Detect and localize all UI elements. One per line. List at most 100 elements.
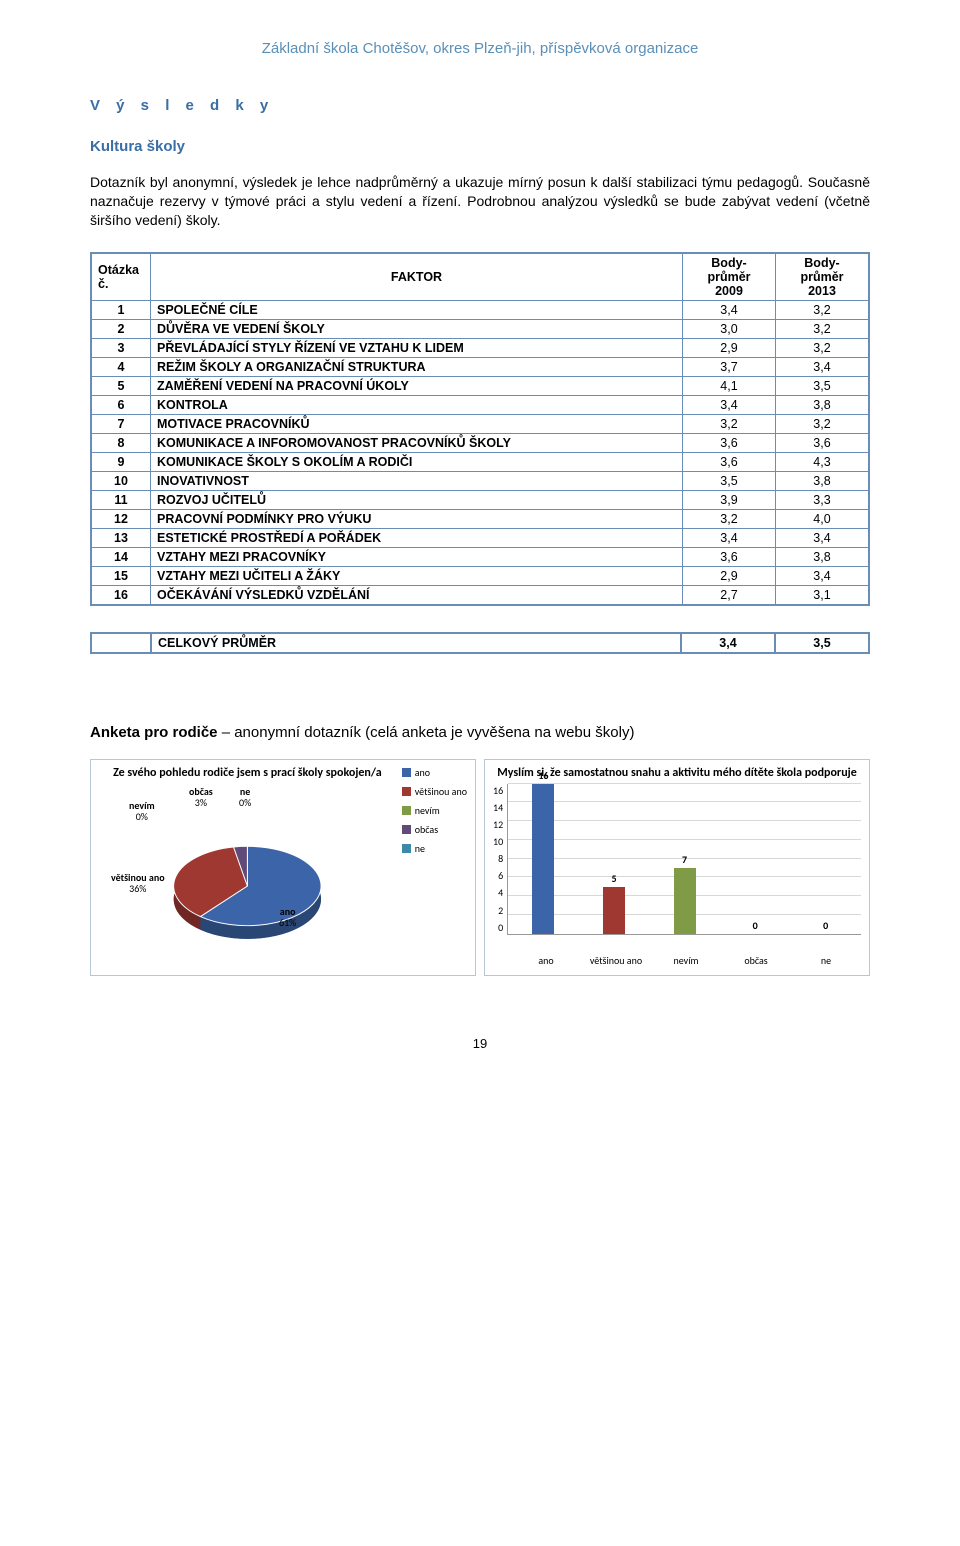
cell-factor: OČEKÁVÁNÍ VÝSLEDKŮ VZDĚLÁNÍ — [151, 585, 683, 605]
cell-idx: 16 — [91, 585, 151, 605]
factor-table: Otázka č.FAKTORBody-průměr2009Body-průmě… — [90, 252, 870, 606]
cell-idx: 12 — [91, 509, 151, 528]
cell-2009: 2,9 — [683, 566, 776, 585]
page-number: 19 — [90, 1036, 870, 1051]
pie-slice-label: ano61% — [279, 906, 296, 928]
cell-factor: REŽIM ŠKOLY A ORGANIZAČNÍ STRUKTURA — [151, 357, 683, 376]
legend-label: většinou ano — [415, 785, 467, 798]
cell-factor: KOMUNIKACE ŠKOLY S OKOLÍM A RODIČI — [151, 452, 683, 471]
bar-value-label: 16 — [523, 769, 563, 782]
cell-2009: 3,6 — [683, 547, 776, 566]
legend-label: nevím — [415, 804, 440, 817]
y-tick: 2 — [498, 904, 503, 917]
cell-2009: 3,5 — [683, 471, 776, 490]
y-tick: 12 — [493, 818, 503, 831]
cell-idx: 15 — [91, 566, 151, 585]
cell-2013: 3,2 — [776, 300, 870, 319]
cell-idx: 13 — [91, 528, 151, 547]
cell-2009: 2,7 — [683, 585, 776, 605]
cell-2009: 3,9 — [683, 490, 776, 509]
anketa-bold: Anketa pro rodiče — [90, 724, 218, 741]
page-header: Základní škola Chotěšov, okres Plzeň-jih… — [90, 40, 870, 57]
cell-idx: 4 — [91, 357, 151, 376]
x-tick: občas — [721, 954, 791, 967]
y-tick: 0 — [498, 921, 503, 934]
pie-slice-label: ne0% — [239, 786, 251, 808]
cell-2009: 2,9 — [683, 338, 776, 357]
cell-factor: PRACOVNÍ PODMÍNKY PRO VÝUKU — [151, 509, 683, 528]
x-tick: ne — [791, 954, 861, 967]
table-row: 12PRACOVNÍ PODMÍNKY PRO VÝUKU3,24,0 — [91, 509, 869, 528]
cell-idx: 14 — [91, 547, 151, 566]
y-tick: 16 — [493, 784, 503, 797]
cell-2013: 3,5 — [776, 376, 870, 395]
cell-factor: VZTAHY MEZI UČITELI A ŽÁKY — [151, 566, 683, 585]
summary-table: CELKOVÝ PRŮMĚR 3,4 3,5 — [90, 632, 870, 654]
cell-idx: 1 — [91, 300, 151, 319]
cell-2009: 3,2 — [683, 509, 776, 528]
table-row: 7MOTIVACE PRACOVNÍKŮ3,23,2 — [91, 414, 869, 433]
cell-idx: 3 — [91, 338, 151, 357]
cell-2009: 4,1 — [683, 376, 776, 395]
bar — [603, 887, 625, 934]
x-tick: nevím — [651, 954, 721, 967]
cell-factor: PŘEVLÁDAJÍCÍ STYLY ŘÍZENÍ VE VZTAHU K LI… — [151, 338, 683, 357]
y-tick: 14 — [493, 801, 503, 814]
cell-idx: 7 — [91, 414, 151, 433]
cell-factor: INOVATIVNOST — [151, 471, 683, 490]
cell-2013: 3,6 — [776, 433, 870, 452]
legend-item: většinou ano — [402, 785, 467, 798]
col-2009: Body-průměr2009 — [683, 253, 776, 301]
summary-v1: 3,4 — [681, 633, 775, 653]
legend-swatch — [402, 825, 411, 834]
bar-plot: 165700 — [507, 784, 861, 935]
y-tick: 8 — [498, 852, 503, 865]
cell-factor: ZAMĚŘENÍ VEDENÍ NA PRACOVNÍ ÚKOLY — [151, 376, 683, 395]
y-tick: 4 — [498, 886, 503, 899]
cell-2013: 4,3 — [776, 452, 870, 471]
table-row: 6KONTROLA3,43,8 — [91, 395, 869, 414]
cell-idx: 2 — [91, 319, 151, 338]
legend-label: ne — [415, 842, 425, 855]
cell-factor: KONTROLA — [151, 395, 683, 414]
cell-2013: 3,2 — [776, 414, 870, 433]
table-row: 4REŽIM ŠKOLY A ORGANIZAČNÍ STRUKTURA3,73… — [91, 357, 869, 376]
legend-label: ano — [415, 766, 430, 779]
bar — [674, 868, 696, 934]
col-2013: Body-průměr2013 — [776, 253, 870, 301]
cell-2013: 3,1 — [776, 585, 870, 605]
y-tick: 10 — [493, 835, 503, 848]
cell-2013: 3,8 — [776, 395, 870, 414]
table-row: 13ESTETICKÉ PROSTŘEDÍ A POŘÁDEK3,43,4 — [91, 528, 869, 547]
bar-y-axis: 16 14 12 10 8 6 4 2 0 — [493, 784, 507, 934]
cell-2009: 3,7 — [683, 357, 776, 376]
cell-2013: 3,8 — [776, 547, 870, 566]
pie-title: Ze svého pohledu rodiče jsem s prací ško… — [99, 766, 396, 780]
cell-idx: 11 — [91, 490, 151, 509]
anketa-heading: Anketa pro rodiče – anonymní dotazník (c… — [90, 724, 870, 741]
table-row: 2DŮVĚRA VE VEDENÍ ŠKOLY3,03,2 — [91, 319, 869, 338]
col-faktor: FAKTOR — [151, 253, 683, 301]
cell-2013: 3,2 — [776, 319, 870, 338]
cell-2013: 3,8 — [776, 471, 870, 490]
y-tick: 6 — [498, 869, 503, 882]
cell-2009: 3,6 — [683, 452, 776, 471]
x-tick: ano — [511, 954, 581, 967]
bar-value-label: 5 — [594, 872, 634, 885]
cell-2009: 3,4 — [683, 300, 776, 319]
legend-swatch — [402, 768, 411, 777]
pie-slice-label: většinou ano36% — [111, 872, 165, 894]
pie-legend: anovětšinou anonevímobčasne — [402, 766, 467, 861]
cell-idx: 8 — [91, 433, 151, 452]
pie-chart: Ze svého pohledu rodiče jsem s prací ško… — [90, 759, 476, 976]
bar-chart: Myslím si, že samostatnou snahu a aktivi… — [484, 759, 870, 976]
cell-2013: 3,2 — [776, 338, 870, 357]
legend-swatch — [402, 844, 411, 853]
table-row: 11ROZVOJ UČITELŮ3,93,3 — [91, 490, 869, 509]
heading-results: V ý s l e d k y — [90, 97, 870, 114]
table-row: 14VZTAHY MEZI PRACOVNÍKY3,63,8 — [91, 547, 869, 566]
bar — [532, 784, 554, 934]
legend-swatch — [402, 806, 411, 815]
cell-factor: DŮVĚRA VE VEDENÍ ŠKOLY — [151, 319, 683, 338]
cell-2009: 3,4 — [683, 528, 776, 547]
